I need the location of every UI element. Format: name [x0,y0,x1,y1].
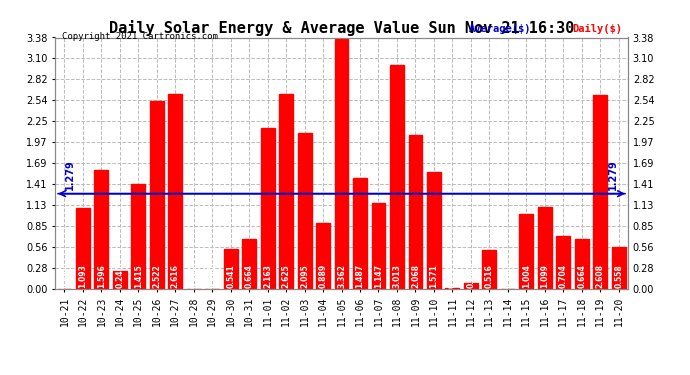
Text: 0.558: 0.558 [614,264,623,288]
Bar [95,170,108,289]
Text: 0.000: 0.000 [503,264,512,288]
Text: 1.487: 1.487 [355,264,364,288]
Bar [150,101,164,289]
Bar [408,135,422,289]
Text: 3.362: 3.362 [337,264,346,288]
Text: 1.147: 1.147 [374,264,383,288]
Text: Average($): Average($) [469,24,532,34]
Text: 1.093: 1.093 [79,264,88,288]
Text: 1.099: 1.099 [540,264,549,288]
Text: 3.013: 3.013 [393,264,402,288]
Text: 1.415: 1.415 [134,264,143,288]
Title: Daily Solar Energy & Average Value Sun Nov 21 16:30: Daily Solar Energy & Average Value Sun N… [109,20,574,36]
Bar [612,247,626,289]
Bar [335,39,348,289]
Bar [520,214,533,289]
Text: 2.625: 2.625 [282,264,290,288]
Bar [242,239,256,289]
Text: 0.704: 0.704 [559,264,568,288]
Bar [372,204,386,289]
Bar [353,178,367,289]
Text: 0.000: 0.000 [60,264,69,288]
Text: 0.012: 0.012 [448,264,457,288]
Text: 2.522: 2.522 [152,264,161,288]
Bar [446,288,460,289]
Text: 0.240: 0.240 [115,264,124,288]
Text: 0.889: 0.889 [319,264,328,288]
Bar [593,95,607,289]
Text: 2.068: 2.068 [411,264,420,288]
Bar [279,94,293,289]
Text: 2.095: 2.095 [300,264,309,288]
Bar [464,283,477,289]
Bar [113,271,127,289]
Text: 2.616: 2.616 [171,264,180,288]
Bar [390,65,404,289]
Bar [76,207,90,289]
Bar [261,128,275,289]
Text: 0.516: 0.516 [485,264,494,288]
Text: 1.571: 1.571 [429,264,438,288]
Bar [482,251,496,289]
Text: 1.279: 1.279 [608,159,618,190]
Bar [575,239,589,289]
Text: 0.541: 0.541 [226,264,235,288]
Bar [556,236,570,289]
Bar [297,133,311,289]
Bar [316,223,330,289]
Bar [168,94,182,289]
Text: 1.279: 1.279 [65,159,75,190]
Bar [224,249,237,289]
Text: 2.163: 2.163 [263,264,272,288]
Text: 0.080: 0.080 [466,264,475,288]
Bar [427,172,441,289]
Text: Copyright 2021 Cartronics.com: Copyright 2021 Cartronics.com [62,32,218,41]
Text: 0.664: 0.664 [578,264,586,288]
Text: 2.608: 2.608 [595,264,604,288]
Text: 1.004: 1.004 [522,264,531,288]
Bar [131,184,146,289]
Text: 0.000: 0.000 [189,264,198,288]
Text: Daily($): Daily($) [573,24,622,34]
Text: 1.596: 1.596 [97,264,106,288]
Bar [538,207,552,289]
Text: 0.664: 0.664 [245,264,254,288]
Text: 0.000: 0.000 [208,264,217,288]
